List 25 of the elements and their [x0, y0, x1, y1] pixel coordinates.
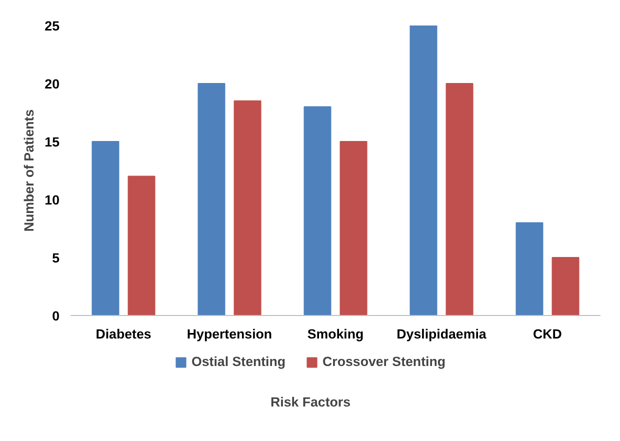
bar [446, 83, 474, 316]
y-tick-label: 0 [52, 308, 60, 324]
y-tick-label: 25 [44, 18, 60, 34]
bar [234, 100, 262, 316]
bar [410, 26, 438, 316]
x-axis-title: Risk Factors [270, 394, 351, 410]
x-tick-label: Diabetes [96, 326, 152, 342]
bar [128, 176, 156, 316]
x-tick-label: CKD [533, 326, 562, 342]
y-tick-label: 20 [44, 76, 60, 92]
y-tick-label: 5 [52, 250, 60, 266]
y-tick-label: 15 [44, 134, 60, 150]
y-tick-label: 10 [44, 192, 60, 208]
legend-label: Crossover Stenting [322, 354, 446, 369]
bar [340, 141, 368, 316]
bar [552, 257, 580, 316]
x-tick-label: Hypertension [186, 326, 272, 342]
x-tick-label: Smoking [307, 326, 364, 342]
x-tick-label: Dyslipidaemia [396, 326, 487, 342]
bar [198, 83, 226, 316]
y-axis-title: Number of Patients [22, 109, 37, 232]
bar [304, 106, 332, 316]
bar [516, 222, 544, 316]
legend-label: Ostial Stenting [192, 354, 286, 369]
bar [92, 141, 120, 316]
